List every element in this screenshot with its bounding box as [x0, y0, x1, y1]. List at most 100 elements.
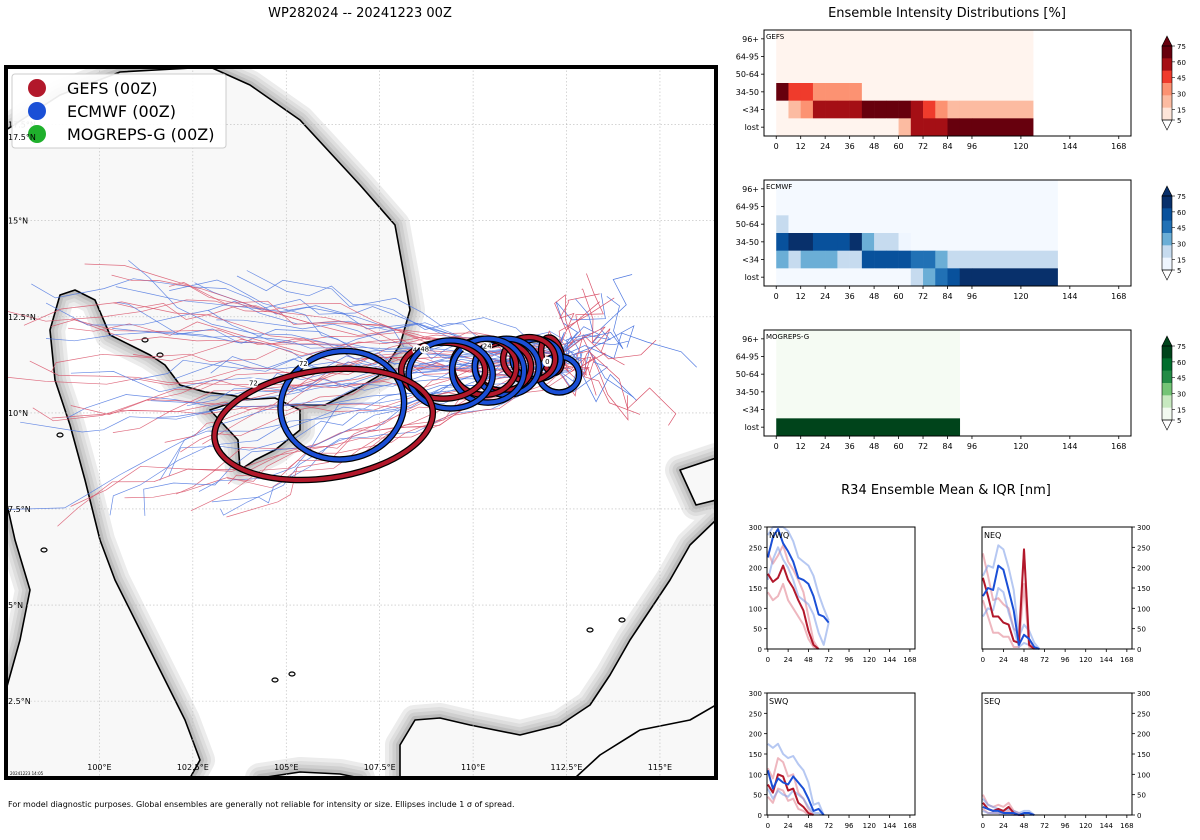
heat-cell-5-1: [874, 118, 887, 137]
intensity-xlabel-2: 24: [820, 142, 830, 151]
colorbar-label-4: 60: [1177, 59, 1186, 67]
r34-panel-seq: SEQ 0 24 48 72 96 120 144 168 0 50 100 150 200 250 300: [981, 690, 1151, 830]
heat-cell-2-1: [788, 215, 1058, 234]
heat-cell-4-7: [874, 250, 887, 269]
colorbar-seg-1: [1162, 58, 1172, 71]
intensity-ylabel-5: lost: [745, 423, 759, 432]
r34-ylabel-6: 300: [749, 690, 762, 698]
heat-cell-5-5: [910, 268, 924, 287]
r34-xlabel-0: 0: [766, 656, 770, 664]
colorbar-label-0: 5: [1177, 267, 1181, 275]
colorbar-seg-2: [1162, 370, 1172, 384]
heat-cell-5-4: [898, 268, 912, 287]
colorbar-seg-0: [1162, 346, 1172, 359]
heat-cell-3-3: [812, 83, 826, 101]
heat-cell-5-7: [935, 268, 948, 287]
r34-panel-neq: NEQ 0 24 48 72 96 120 144 168 0 50 100 150 200 250 300: [981, 524, 1151, 664]
colorbar-seg-1: [1162, 208, 1172, 221]
r34-ylabel-3: 150: [749, 751, 762, 759]
heat-cell-3-6: [849, 83, 863, 101]
heat-cell-4-1: [788, 100, 801, 119]
r34-xlabel-0: 0: [766, 822, 770, 830]
r34-xlabel-6: 144: [883, 656, 897, 664]
r34-ylabel-0: 0: [758, 646, 762, 654]
r34-ylabel-5: 250: [1137, 544, 1150, 552]
heat-cell-3-14: [947, 83, 961, 101]
intensity-xlabel-6: 72: [918, 292, 928, 301]
r34-title: R34 Ensemble Mean & IQR [nm]: [841, 483, 1051, 498]
intensity-xlabel-3: 36: [845, 142, 855, 151]
intensity-panel-label: ECMWF: [766, 183, 792, 191]
r34-xlabel-0: 0: [981, 656, 985, 664]
land-3: [574, 704, 716, 778]
heat-cell-4-0: [776, 250, 789, 269]
r34-xlabel-4: 96: [845, 822, 854, 830]
colorbar-label-3: 45: [1177, 75, 1186, 83]
heat-cell-5-0: [776, 118, 875, 137]
heat-cell-5-9: [959, 268, 973, 287]
heat-cell-4-13: [935, 100, 948, 119]
intensity-xlabel-10: 144: [1062, 442, 1077, 451]
r34-xlabel-2: 48: [804, 822, 813, 830]
intensity-xlabel-4: 48: [869, 442, 879, 451]
colorbar-frame: [1161, 345, 1173, 421]
island-4: [271, 677, 279, 683]
ecmwf-mean-line: [766, 770, 825, 816]
heat-cell-4-2: [800, 100, 814, 119]
r34-bg: [982, 693, 1132, 815]
colorbar-seg-4: [1162, 95, 1172, 108]
intensity-ylabel-2: 50-64: [736, 70, 759, 79]
heat-cell-4-1: [788, 250, 801, 269]
colorbar-label-5: 75: [1177, 343, 1186, 351]
heat-cell-0-0: [776, 330, 961, 348]
intensity-ylabel-0: 96+: [742, 335, 759, 344]
r34-xlabel-7: 168: [903, 822, 916, 830]
heat-cell-5-6: [935, 118, 948, 137]
intensity-xlabel-0: 0: [774, 292, 779, 301]
intensity-xlabel-10: 144: [1062, 142, 1077, 151]
heat-cell-5-2: [886, 118, 899, 137]
lon-label-2: 105°E: [274, 763, 298, 772]
intensity-title: Ensemble Intensity Distributions [%]: [828, 6, 1066, 21]
heat-cell-5-4: [910, 118, 924, 137]
r34-ylabel-5: 250: [749, 710, 762, 718]
gefs-mean-line: [766, 564, 820, 650]
intensity-xlabel-2: 24: [820, 292, 830, 301]
intensity-xlabel-4: 48: [869, 292, 879, 301]
track-local-4: [555, 273, 604, 360]
r34-xlabel-5: 120: [1079, 656, 1092, 664]
r34-xlabel-4: 96: [845, 656, 854, 664]
intensity-xlabel-6: 72: [918, 142, 928, 151]
colorbar-label-4: 60: [1177, 209, 1186, 217]
lon-label-0: 100°E: [87, 763, 111, 772]
lon-labels: 100°E 102.5°E 105°E 107.5°E 110°E 112.5°E 115°…: [87, 763, 672, 772]
heat-cell-5-10: [971, 268, 1058, 287]
r34-ylabel-1: 50: [1137, 626, 1146, 634]
colorbar-cap-bottom: [1161, 119, 1173, 131]
heat-cell-5-0: [776, 268, 863, 287]
island-5: [288, 671, 296, 677]
heat-cell-4-9: [886, 100, 899, 119]
heat-cell-3-0: [776, 233, 789, 251]
r34-xlabel-3: 72: [1040, 656, 1049, 664]
heat-cell-0-0: [776, 30, 1034, 48]
heat-cell-3-4: [849, 233, 863, 251]
track-local-21: [555, 325, 635, 360]
r34-ylabel-1: 50: [1137, 792, 1146, 800]
heat-cell-3-2: [812, 233, 838, 251]
colorbar-label-4: 60: [1177, 359, 1186, 367]
colorbar-cap-top: [1161, 185, 1173, 197]
track-local-1: [554, 331, 583, 362]
colorbar-cap-bottom: [1161, 419, 1173, 431]
island-6: [618, 617, 626, 623]
legend-label-1: ECMWF (00Z): [67, 102, 176, 121]
intensity-ylabel-4: <34: [742, 406, 759, 415]
heat-cell-5-7: [947, 118, 961, 137]
track-ecmwf-45: [143, 366, 542, 516]
heat-cell-4-3: [825, 250, 838, 269]
land-0: [6, 67, 411, 778]
track-map: 012124363648487272 2.5°N5°N7.5°N10°N12.5…: [4, 65, 718, 780]
heat-cell-4-0: [776, 100, 789, 119]
r34-ylabel-2: 100: [1137, 605, 1150, 613]
intensity-ylabel-0: 96+: [742, 185, 759, 194]
